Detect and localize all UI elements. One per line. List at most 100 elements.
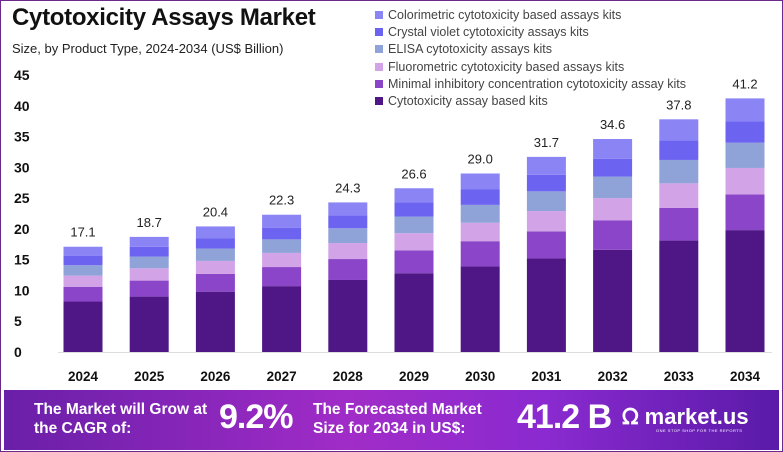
x-tick-label: 2028: [333, 369, 364, 384]
legend-label: Minimal inhibitory concentration cytotox…: [388, 76, 687, 91]
brand-name: market.us: [644, 404, 749, 429]
summary-banner: The Market will Grow at the CAGR of: 9.2…: [4, 390, 779, 450]
bar-segment-4-2028: [328, 215, 368, 229]
bar-segment-5-2032: [593, 139, 633, 159]
total-label: 18.7: [137, 215, 162, 230]
forecast-value: 41.2 B: [517, 398, 612, 436]
total-label: 41.2: [732, 76, 757, 91]
x-tick-label: 2029: [399, 369, 429, 384]
total-label: 31.7: [534, 135, 559, 150]
bar-segment-1-2030: [460, 241, 500, 267]
legend-label: Cytotoxicity assay based kits: [388, 94, 548, 109]
legend-swatch: [375, 45, 383, 54]
legend-item: Colorimetric cytotoxicity based assays k…: [375, 6, 686, 23]
legend-label: Crystal violet cytotoxicity assays kits: [388, 24, 589, 39]
bar-segment-5-2027: [262, 214, 302, 228]
legend-item: Crystal violet cytotoxicity assays kits: [375, 23, 686, 40]
bar-segment-0-2027: [262, 286, 302, 352]
total-label: 24.3: [335, 180, 360, 195]
bar-segment-0-2033: [659, 240, 699, 352]
bar-segment-4-2026: [195, 238, 235, 249]
y-tick-label: 35: [14, 129, 30, 145]
brand-mark-icon: ᘯ: [622, 404, 639, 429]
bar-segment-1-2028: [328, 259, 368, 280]
legend-label: Colorimetric cytotoxicity based assays k…: [388, 7, 622, 22]
bar-segment-4-2031: [526, 174, 566, 192]
bar-segment-2-2026: [195, 260, 235, 274]
x-tick-label: 2027: [267, 369, 297, 384]
y-tick-label: 20: [14, 221, 30, 237]
x-tick-label: 2025: [134, 369, 165, 384]
total-label: 26.6: [401, 166, 426, 181]
bar-segment-0-2025: [129, 296, 169, 352]
bar-segment-1-2031: [526, 231, 566, 259]
bar-segment-2-2033: [659, 183, 699, 208]
x-tick-label: 2030: [465, 369, 495, 384]
bar-segment-4-2034: [725, 121, 765, 143]
bar-segment-3-2033: [659, 159, 699, 184]
cagr-label: The Market will Grow at the CAGR of:: [34, 401, 208, 437]
x-tick-label: 2026: [200, 369, 231, 384]
legend-item: Cytotoxicity assay based kits: [375, 92, 686, 109]
bar-segment-1-2033: [659, 207, 699, 241]
y-tick-label: 45: [14, 67, 30, 83]
bar-segment-3-2029: [394, 216, 434, 234]
total-label: 29.0: [468, 151, 493, 166]
bar-segment-1-2025: [129, 280, 169, 297]
y-tick-label: 40: [14, 98, 30, 114]
bar-segment-1-2024: [63, 286, 103, 302]
legend-swatch: [375, 27, 383, 36]
x-tick-label: 2031: [531, 369, 562, 384]
bar-segment-2-2031: [526, 211, 566, 232]
x-tick-label: 2024: [68, 369, 99, 384]
bar-segment-3-2030: [460, 204, 500, 223]
stacked-bar-chart: 05101520253035404517.1202418.7202520.420…: [14, 67, 772, 384]
bar-segment-5-2033: [659, 119, 699, 141]
total-label: 17.1: [70, 225, 95, 240]
bar-segment-3-2028: [328, 228, 368, 244]
bar-segment-4-2029: [394, 202, 434, 217]
brand-logo: ᘯ market.us ONE STOP SHOP FOR THE REPORT…: [622, 404, 749, 433]
legend-label: Fluorometric cytotoxicity based assays k…: [388, 59, 625, 74]
bar-segment-2-2029: [394, 233, 434, 251]
chart-subtitle: Size, by Product Type, 2024-2034 (US$ Bi…: [12, 41, 284, 56]
bar-segment-5-2034: [725, 98, 765, 122]
legend-label: ELISA cytotoxicity assays kits: [388, 42, 552, 57]
bar-segment-3-2025: [129, 256, 169, 269]
x-tick-label: 2032: [598, 369, 628, 384]
cagr-value: 9.2%: [219, 398, 293, 436]
bar-segment-0-2034: [725, 230, 765, 352]
bar-segment-1-2029: [394, 250, 434, 274]
total-label: 20.4: [203, 204, 228, 219]
bar-segment-2-2034: [725, 167, 765, 195]
bar-segment-0-2026: [195, 291, 235, 352]
bar-segment-3-2027: [262, 239, 302, 253]
bar-segment-3-2024: [63, 265, 103, 276]
y-tick-label: 5: [14, 313, 22, 329]
legend-swatch: [375, 97, 383, 106]
bar-segment-4-2025: [129, 246, 169, 257]
legend-item: ELISA cytotoxicity assays kits: [375, 41, 686, 58]
bar-segment-4-2032: [593, 158, 633, 177]
bar-segment-2-2030: [460, 222, 500, 242]
y-tick-label: 10: [14, 282, 30, 298]
y-tick-label: 15: [14, 252, 30, 268]
bar-segment-2-2028: [328, 243, 368, 260]
bar-segment-0-2031: [526, 258, 566, 352]
bar-segment-5-2025: [129, 236, 169, 247]
bar-segment-3-2034: [725, 142, 765, 168]
bar-segment-2-2027: [262, 252, 302, 268]
bar-segment-0-2030: [460, 266, 500, 352]
bar-segment-2-2025: [129, 268, 169, 281]
x-tick-label: 2033: [664, 369, 695, 384]
bar-segment-3-2026: [195, 248, 235, 261]
bar-segment-1-2027: [262, 267, 302, 287]
x-tick-label: 2034: [730, 369, 761, 384]
bar-segment-4-2033: [659, 140, 699, 160]
bar-segment-2-2024: [63, 275, 103, 287]
legend-swatch: [375, 79, 383, 88]
total-label: 22.3: [269, 193, 294, 208]
bar-segment-0-2029: [394, 273, 434, 352]
chart-title: Cytotoxicity Assays Market: [12, 4, 316, 31]
total-label: 34.6: [600, 117, 625, 132]
